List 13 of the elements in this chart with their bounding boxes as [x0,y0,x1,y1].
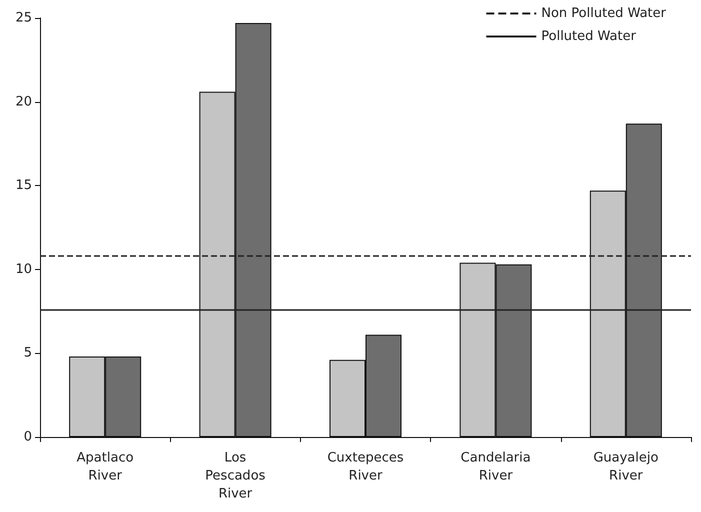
y-tick-label: 0 [24,430,32,444]
legend-label: Polluted Water [541,29,637,44]
y-tick-label: 5 [24,346,32,361]
x-tick-label: Candelaria River [460,450,531,484]
x-tick-label: Cuxtepeces River [327,450,404,484]
legend-label: Non Polluted Water [541,6,667,21]
x-tick-label: Los Pescados River [205,450,266,502]
y-tick-label: 15 [15,178,32,194]
y-tick-label: 20 [15,94,32,110]
y-tick-label: 10 [15,262,32,277]
y-tick-label: 25 [15,10,32,26]
x-tick-label: Guayalejo River [593,450,658,484]
x-tick-label: Apatlaco River [76,450,134,484]
